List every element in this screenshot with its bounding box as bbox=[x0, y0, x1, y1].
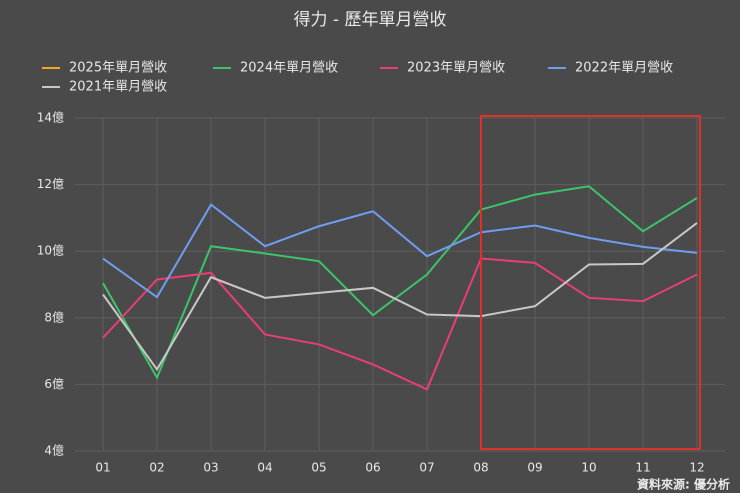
legend-label: 2022年單月營收 bbox=[575, 61, 673, 76]
x-tick-label: 08 bbox=[473, 461, 488, 475]
highlight-box bbox=[480, 115, 701, 450]
series-line bbox=[102, 203, 698, 299]
x-tick-label: 07 bbox=[419, 461, 434, 475]
x-tick-label: 02 bbox=[149, 461, 164, 475]
source-note: 資料來源: 優分析 bbox=[637, 477, 730, 492]
x-tick-label: 10 bbox=[581, 461, 596, 475]
y-tick-label: 10億 bbox=[37, 244, 64, 258]
legend-label: 2021年單月營收 bbox=[69, 80, 167, 95]
x-tick-label: 03 bbox=[203, 461, 218, 475]
legend-label: 2024年單月營收 bbox=[240, 61, 338, 76]
x-tick-label: 04 bbox=[257, 461, 272, 475]
y-tick-label: 14億 bbox=[37, 111, 64, 125]
y-tick-label: 12億 bbox=[37, 177, 64, 191]
y-tick-label: 8億 bbox=[44, 310, 64, 324]
x-tick-label: 12 bbox=[689, 461, 704, 475]
y-tick-label: 4億 bbox=[44, 444, 64, 458]
x-tick-label: 06 bbox=[365, 461, 380, 475]
x-tick-label: 01 bbox=[95, 461, 110, 475]
chart-title: 得力 - 歷年單月營收 bbox=[294, 10, 447, 30]
x-tick-label: 11 bbox=[635, 461, 650, 475]
series-line bbox=[102, 257, 698, 391]
legend-label: 2023年單月營收 bbox=[407, 61, 505, 76]
legend-label: 2025年單月營收 bbox=[69, 61, 167, 76]
x-tick-label: 05 bbox=[311, 461, 326, 475]
y-tick-label: 6億 bbox=[44, 377, 64, 391]
series-line bbox=[102, 185, 698, 381]
x-tick-label: 09 bbox=[527, 461, 542, 475]
series-line bbox=[102, 222, 698, 372]
